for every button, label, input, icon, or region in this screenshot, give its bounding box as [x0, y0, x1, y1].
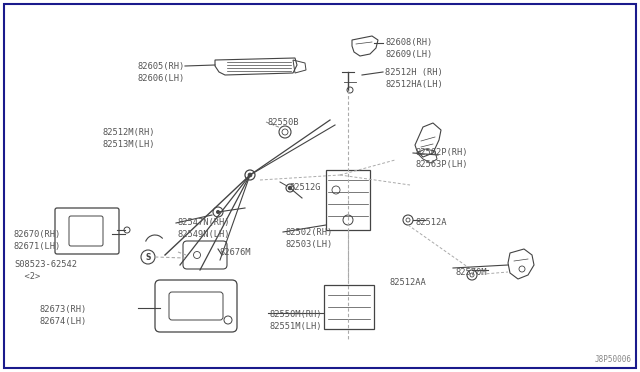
- Text: 82550B: 82550B: [268, 118, 300, 127]
- Text: 82512A: 82512A: [415, 218, 447, 227]
- Text: 82562P(RH): 82562P(RH): [415, 148, 467, 157]
- Text: 82503(LH): 82503(LH): [285, 240, 332, 249]
- Text: 82512G: 82512G: [290, 183, 321, 192]
- Text: 82676M: 82676M: [220, 248, 252, 257]
- Text: 82673(RH): 82673(RH): [40, 305, 87, 314]
- Text: 82606(LH): 82606(LH): [138, 74, 185, 83]
- Text: S: S: [145, 253, 150, 262]
- Text: 82670(RH): 82670(RH): [14, 230, 61, 239]
- Text: 82609(LH): 82609(LH): [385, 50, 432, 59]
- Text: 82550M(RH): 82550M(RH): [270, 310, 323, 319]
- Text: 82549N(LH): 82549N(LH): [178, 230, 230, 239]
- Text: 82512HA(LH): 82512HA(LH): [385, 80, 443, 89]
- Text: J8P50006: J8P50006: [595, 355, 632, 364]
- Text: 82570M: 82570M: [456, 268, 488, 277]
- Text: 82547N(RH): 82547N(RH): [178, 218, 230, 227]
- Text: 82551M(LH): 82551M(LH): [270, 322, 323, 331]
- Text: 82608(RH): 82608(RH): [385, 38, 432, 47]
- Text: 82512H (RH): 82512H (RH): [385, 68, 443, 77]
- Text: 82671(LH): 82671(LH): [14, 242, 61, 251]
- Circle shape: [248, 173, 252, 177]
- Text: 82674(LH): 82674(LH): [40, 317, 87, 326]
- Text: 82563P(LH): 82563P(LH): [415, 160, 467, 169]
- Text: 82512M(RH): 82512M(RH): [102, 128, 155, 137]
- Circle shape: [289, 186, 291, 189]
- Text: <2>: <2>: [14, 272, 40, 281]
- Text: 82605(RH): 82605(RH): [138, 62, 185, 71]
- Text: 82502(RH): 82502(RH): [285, 228, 332, 237]
- Text: 82512AA: 82512AA: [390, 278, 427, 287]
- Circle shape: [216, 210, 220, 214]
- Text: 82513M(LH): 82513M(LH): [102, 140, 155, 149]
- Text: S08523-62542: S08523-62542: [14, 260, 77, 269]
